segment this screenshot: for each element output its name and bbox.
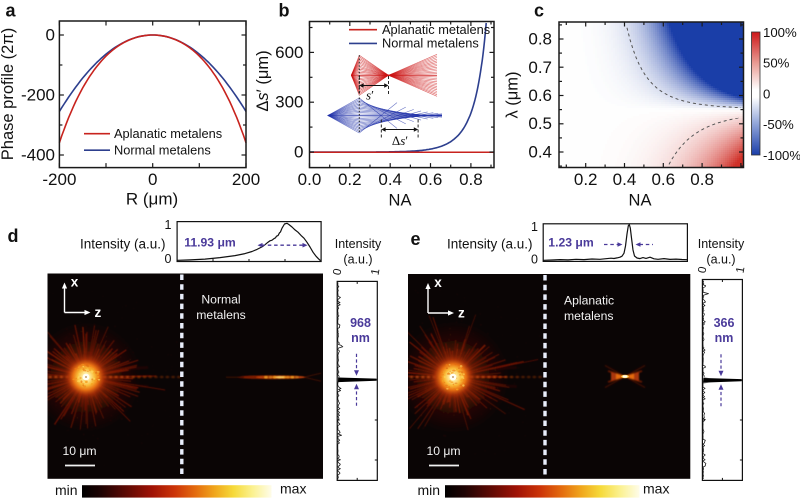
svg-text:1: 1 [165,218,172,232]
svg-text:Intensity (a.u.): Intensity (a.u.) [80,237,166,252]
svg-text:0.0: 0.0 [298,170,322,189]
svg-text:metalens: metalens [196,308,245,322]
svg-text:600: 600 [275,43,303,62]
svg-text:0.2: 0.2 [338,170,362,189]
svg-text:Normal: Normal [201,293,240,307]
svg-text:b: b [279,1,290,21]
svg-text:z: z [95,305,102,320]
svg-text:0.4: 0.4 [528,143,552,162]
svg-text:Δs′: Δs′ [392,133,408,148]
svg-text:968: 968 [350,316,371,330]
svg-text:100%: 100% [763,25,797,40]
svg-text:nm: nm [351,331,370,345]
svg-text:0: 0 [148,170,157,189]
svg-text:0.8: 0.8 [528,30,552,49]
svg-text:Intensity: Intensity [335,237,382,251]
svg-text:-200: -200 [42,170,76,189]
svg-text:1.23 μm: 1.23 μm [548,236,594,250]
svg-text:(a.u.): (a.u.) [343,253,372,267]
svg-text:e: e [410,229,420,249]
svg-text:(a.u.): (a.u.) [706,253,735,267]
svg-text:Δs′ (μm): Δs′ (μm) [254,50,272,111]
svg-text:max: max [280,481,306,497]
svg-text:λ (μm): λ (μm) [504,71,522,118]
svg-text:0.7: 0.7 [528,58,552,77]
svg-text:-100%: -100% [763,148,800,163]
svg-text:x: x [71,275,79,290]
svg-text:0: 0 [294,143,303,162]
svg-text:0.8: 0.8 [690,170,714,189]
svg-text:s′: s′ [366,88,374,103]
svg-text:0.4: 0.4 [378,170,402,189]
svg-text:Aplanatic metalens: Aplanatic metalens [382,22,490,37]
svg-text:min: min [55,482,78,498]
svg-text:NA: NA [629,192,652,210]
svg-text:0.2: 0.2 [574,170,598,189]
svg-text:0: 0 [165,252,172,266]
svg-text:11.93 μm: 11.93 μm [184,236,236,250]
svg-text:1: 1 [531,220,538,234]
svg-text:Intensity (a.u.): Intensity (a.u.) [447,237,533,252]
svg-text:0.5: 0.5 [528,114,552,133]
svg-text:c: c [534,1,544,21]
svg-text:200: 200 [232,170,260,189]
svg-text:R (μm): R (μm) [126,190,178,209]
svg-text:0.6: 0.6 [528,86,552,105]
svg-text:0: 0 [763,86,770,101]
svg-text:a: a [5,1,16,21]
svg-text:0.6: 0.6 [419,170,443,189]
svg-text:50%: 50% [763,56,790,71]
svg-text:Intensity: Intensity [698,237,745,251]
svg-text:-400: -400 [21,146,55,165]
svg-text:0: 0 [46,26,55,45]
svg-text:0.6: 0.6 [651,170,675,189]
svg-text:Normal metalens: Normal metalens [114,143,211,158]
svg-text:Normal metalens: Normal metalens [382,36,479,51]
svg-text:Phase profile (2π): Phase profile (2π) [0,28,17,160]
svg-text:0: 0 [332,268,345,276]
svg-text:-200: -200 [21,86,55,105]
svg-text:1: 1 [370,268,383,276]
svg-text:10 μm: 10 μm [62,444,96,458]
svg-text:Aplanatic metalens: Aplanatic metalens [114,126,222,141]
svg-text:0: 0 [531,253,538,267]
svg-text:0.4: 0.4 [613,170,637,189]
svg-text:-50%: -50% [763,117,794,132]
svg-text:d: d [8,226,19,246]
svg-text:0.8: 0.8 [459,170,483,189]
svg-text:300: 300 [275,93,303,112]
svg-text:NA: NA [389,192,412,210]
